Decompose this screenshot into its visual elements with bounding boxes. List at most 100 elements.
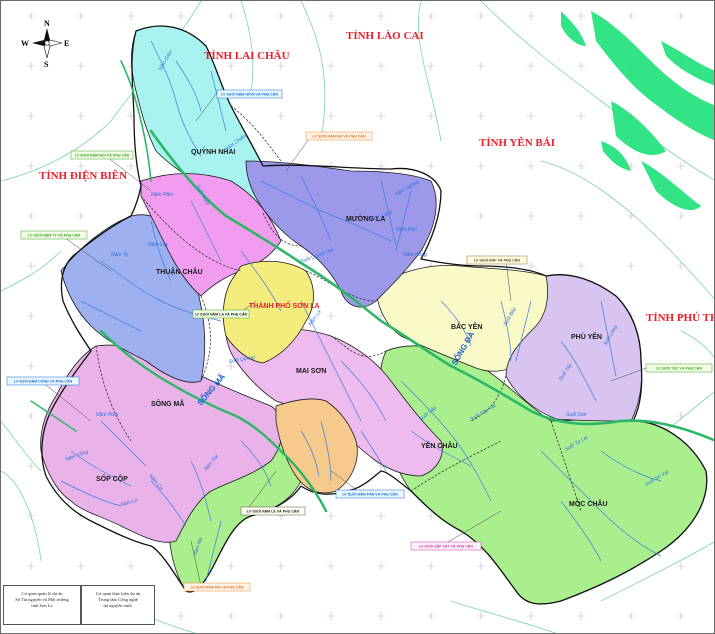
callout-nam-pan: LV SUỐI NẬM PÁN VÀ PHỤ CẬN <box>335 489 405 499</box>
grid-cross <box>27 362 35 370</box>
grid-cross <box>327 512 335 520</box>
grid-cross <box>427 62 435 70</box>
grid-cross <box>477 62 485 70</box>
grid-cross <box>77 562 85 570</box>
compass-rose: N S E W <box>21 19 69 69</box>
grid-cross <box>577 12 585 20</box>
compass-n-label: N <box>44 19 50 28</box>
compass-north-arrow <box>44 28 50 43</box>
grid-cross <box>227 12 235 20</box>
grid-cross <box>27 112 35 120</box>
grid-cross <box>527 262 535 270</box>
grid-cross <box>427 112 435 120</box>
footer-project-executor: Cơ quan thực hiện dự án Trung tâm Công n… <box>81 585 155 625</box>
compass-s-label: S <box>44 60 49 69</box>
grid-cross <box>27 12 35 20</box>
grid-cross <box>527 612 535 620</box>
district-label-moc-chau: MỘC CHÂU <box>569 499 608 508</box>
wetland-patches <box>561 11 714 211</box>
grid-cross <box>527 62 535 70</box>
grid-cross <box>27 562 35 570</box>
grid-cross <box>477 212 485 220</box>
grid-cross <box>27 312 35 320</box>
grid-cross <box>477 162 485 170</box>
footer-left-line: Sở Tài nguyên và Môi trường <box>15 597 69 603</box>
grid-cross <box>327 62 335 70</box>
province-label-lai-chau: TỈNH LAI CHÂU <box>204 50 290 62</box>
grid-cross <box>327 112 335 120</box>
province-label-lao-cai: TỈNH LÀO CAI <box>346 30 424 42</box>
footer-right-line: tài nguyên nước <box>103 603 133 609</box>
grid-cross <box>577 262 585 270</box>
grid-cross <box>377 62 385 70</box>
callout-label-suoi-bap: LV SUỐI BẮP VÀ PHỤ CẬN <box>474 258 520 263</box>
grid-cross <box>427 12 435 20</box>
grid-cross <box>77 62 85 70</box>
grid-cross <box>277 62 285 70</box>
grid-cross <box>677 312 685 320</box>
grid-cross <box>627 612 635 620</box>
grid-cross <box>277 12 285 20</box>
grid-cross <box>527 162 535 170</box>
stream-label: Suối Sơn <box>566 411 587 418</box>
callout-nam-la: LV SUỐI NẬM LA VÀ PHỤ CẬN <box>192 309 250 319</box>
footer-right-line: Trung tâm Công nghệ <box>98 597 138 603</box>
grid-cross <box>277 112 285 120</box>
sw-river <box>30 400 77 432</box>
grid-cross <box>427 612 435 620</box>
province-border <box>41 25 708 605</box>
grid-cross <box>77 12 85 20</box>
region-nam-le <box>275 398 358 494</box>
district-labels: QUỲNH NHAI MƯỜNG LA THUẬN CHÂU BẮC YÊN P… <box>96 147 608 508</box>
callout-boxes: LV SUỐI NẬM GIÔN VÀ PHỤ CẬN LV SUỐI NẬM … <box>6 89 713 592</box>
callout-label-nam-mu: LV SUỐI NẬM MU VÀ PHỤ CẬN <box>312 134 366 139</box>
callout-nam-ty: LV SUỐI NẬM TY VÀ PHỤ CẬN <box>20 230 88 240</box>
grid-cross <box>477 12 485 20</box>
grid-cross <box>27 262 35 270</box>
song-da-river <box>149 129 714 442</box>
grid-cross <box>377 562 385 570</box>
main-rivers <box>30 60 714 513</box>
grid-cross <box>127 562 135 570</box>
footer-project-manager: Cơ quan quản lý dự án Sở Tài nguyên và M… <box>3 585 81 625</box>
stream-label: Nậm Púm <box>96 412 118 418</box>
grid-cross <box>427 162 435 170</box>
grid-cross <box>77 112 85 120</box>
grid-cross <box>477 612 485 620</box>
watershed-regions <box>40 25 708 605</box>
callout-nam-gion: LV SUỐI NẬM GIÔN VÀ PHỤ CẬN <box>216 89 283 99</box>
compass-center <box>44 40 50 46</box>
grid-cross <box>677 262 685 270</box>
compass-w-label: W <box>21 39 29 48</box>
north-river <box>120 60 152 182</box>
district-label-song-ma: SÔNG MÃ <box>151 399 184 408</box>
grid-cross <box>327 312 335 320</box>
stream-label: Nậm Păm <box>151 192 173 198</box>
callout-label-nam-pan: LV SUỐI NẬM PÁN VÀ PHỤ CẬN <box>342 492 398 497</box>
grid-cross <box>677 12 685 20</box>
callout-label-sap-vat: LV SUỐI SẬP VẠT VÀ PHỤ CẬN <box>419 544 473 549</box>
footer-right-line: Cơ quan thực hiện dự án <box>95 591 141 596</box>
grid-cross <box>477 562 485 570</box>
callout-nam-cong: LV SUỐI NẬM CÔNG VÀ PHỤ CẬN <box>6 376 80 386</box>
grid-cross <box>327 562 335 570</box>
callout-label-nam-le: LV SUỐI NẬM LÉ VÀ PHỤ CẬN <box>247 509 300 514</box>
province-label-phu-tho: TỈNH PHÚ THỌ <box>646 312 715 324</box>
grid-cross <box>27 412 35 420</box>
stream-label: Nậm Lừ <box>120 497 140 508</box>
grid-cross <box>677 162 685 170</box>
compass-west-arrow <box>32 40 47 46</box>
grid-cross <box>227 562 235 570</box>
grid-cross <box>127 12 135 20</box>
district-label-bac-yen: BẮC YÊN <box>451 322 482 331</box>
stream-label: Nậm Hồng <box>403 252 427 258</box>
region-song-ma <box>40 344 283 543</box>
city-label-son-la: THÀNH PHỐ SƠN LA <box>249 300 320 310</box>
region-city <box>222 260 314 364</box>
callout-nam-moi: LV SUỐI NẬM MỘI VÀ PHỤ CẬN <box>70 150 134 160</box>
grid-cross <box>527 112 535 120</box>
callout-label-nam-cong: LV SUỐI NẬM CÔNG VÀ PHỤ CẬN <box>14 379 73 384</box>
footer-left-line: Cơ quan quản lý dự án <box>21 591 63 596</box>
callout-nam-ma: LV SUỐI NẬM MA VÀ PHỤ CẬN <box>183 582 251 592</box>
